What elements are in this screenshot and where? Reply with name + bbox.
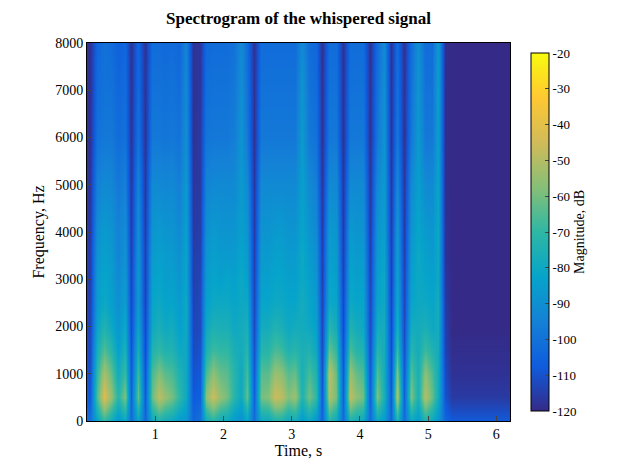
svg-text:-90: -90 — [553, 296, 570, 311]
svg-text:3000: 3000 — [55, 272, 83, 287]
svg-text:-70: -70 — [553, 225, 570, 240]
svg-text:-60: -60 — [553, 189, 570, 204]
svg-text:Time, s: Time, s — [275, 442, 322, 459]
svg-text:6000: 6000 — [55, 130, 83, 145]
svg-text:3: 3 — [288, 427, 295, 442]
svg-text:8000: 8000 — [55, 36, 83, 51]
svg-text:1: 1 — [152, 427, 159, 442]
svg-text:1000: 1000 — [55, 367, 83, 382]
svg-text:-40: -40 — [553, 117, 570, 132]
svg-text:4: 4 — [356, 427, 363, 442]
svg-text:5000: 5000 — [55, 178, 83, 193]
svg-text:-20: -20 — [553, 46, 570, 61]
svg-text:2: 2 — [220, 427, 227, 442]
svg-text:4000: 4000 — [55, 225, 83, 240]
svg-text:Frequency, Hz: Frequency, Hz — [30, 185, 48, 278]
svg-text:2000: 2000 — [55, 319, 83, 334]
svg-text:-100: -100 — [553, 332, 577, 347]
svg-text:-50: -50 — [553, 153, 570, 168]
svg-text:-110: -110 — [553, 368, 576, 383]
svg-text:-120: -120 — [553, 404, 577, 419]
svg-text:-30: -30 — [553, 81, 570, 96]
svg-text:-80: -80 — [553, 260, 570, 275]
svg-text:5: 5 — [425, 427, 432, 442]
svg-text:0: 0 — [76, 414, 83, 429]
svg-text:Magnitude, dB: Magnitude, dB — [572, 190, 587, 274]
svg-text:7000: 7000 — [55, 83, 83, 98]
svg-text:6: 6 — [493, 427, 500, 442]
svg-text:Spectrogram of the whispered s: Spectrogram of the whispered signal — [166, 9, 431, 28]
